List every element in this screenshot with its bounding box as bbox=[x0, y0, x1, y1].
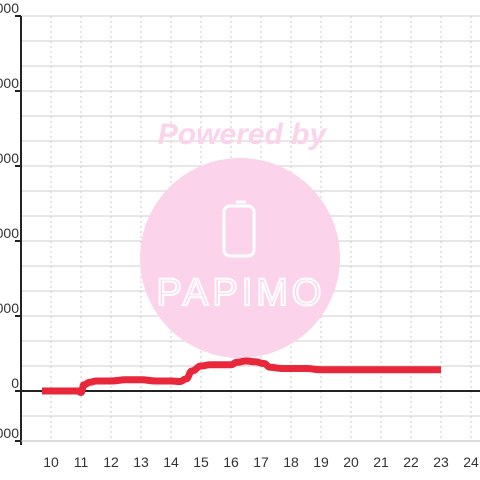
x-tick-label: 19 bbox=[313, 454, 329, 470]
phone-icon bbox=[222, 204, 256, 258]
x-tick-label: 12 bbox=[103, 454, 119, 470]
x-tick-label: 18 bbox=[283, 454, 299, 470]
x-tick-label: 10 bbox=[43, 454, 59, 470]
powered-by-papimo-watermark: Powered by PAPIMO bbox=[140, 118, 340, 358]
x-tick-label: 23 bbox=[433, 454, 449, 470]
y-tick-labels: -20,000 0 30,000 60,000 90,000 120,000 150,000 bbox=[0, 0, 19, 441]
watermark-logo-text: PAPIMO bbox=[157, 272, 326, 314]
x-tick-label: 13 bbox=[133, 454, 149, 470]
series-line bbox=[42, 357, 441, 396]
y-tick-label: 150,000 bbox=[0, 0, 19, 16]
y-tick-label: 0 bbox=[11, 375, 19, 391]
watermark-circle bbox=[140, 158, 340, 358]
x-tick-label: 17 bbox=[253, 454, 269, 470]
x-tick-labels: 10 11 12 13 14 15 16 17 18 19 20 21 22 23 24 bbox=[43, 454, 479, 470]
x-tick-label: 20 bbox=[343, 454, 359, 470]
x-tick-label: 22 bbox=[403, 454, 419, 470]
y-tick-label: 30,000 bbox=[0, 300, 19, 316]
x-tick-label: 24 bbox=[463, 454, 479, 470]
x-tick-label: 21 bbox=[373, 454, 389, 470]
x-tick-label: 14 bbox=[163, 454, 179, 470]
x-tick-label: 11 bbox=[74, 454, 89, 470]
x-tick-label: 15 bbox=[193, 454, 209, 470]
watermark-powered-by-text: Powered by bbox=[158, 118, 328, 151]
y-tick-label: -20,000 bbox=[0, 425, 19, 441]
x-tick-label: 16 bbox=[223, 454, 239, 470]
axes bbox=[15, 15, 480, 445]
y-tick-label: 120,000 bbox=[0, 75, 19, 91]
series-layer bbox=[42, 357, 441, 396]
y-tick-label: 90,000 bbox=[0, 150, 19, 166]
y-tick-label: 60,000 bbox=[0, 225, 19, 241]
